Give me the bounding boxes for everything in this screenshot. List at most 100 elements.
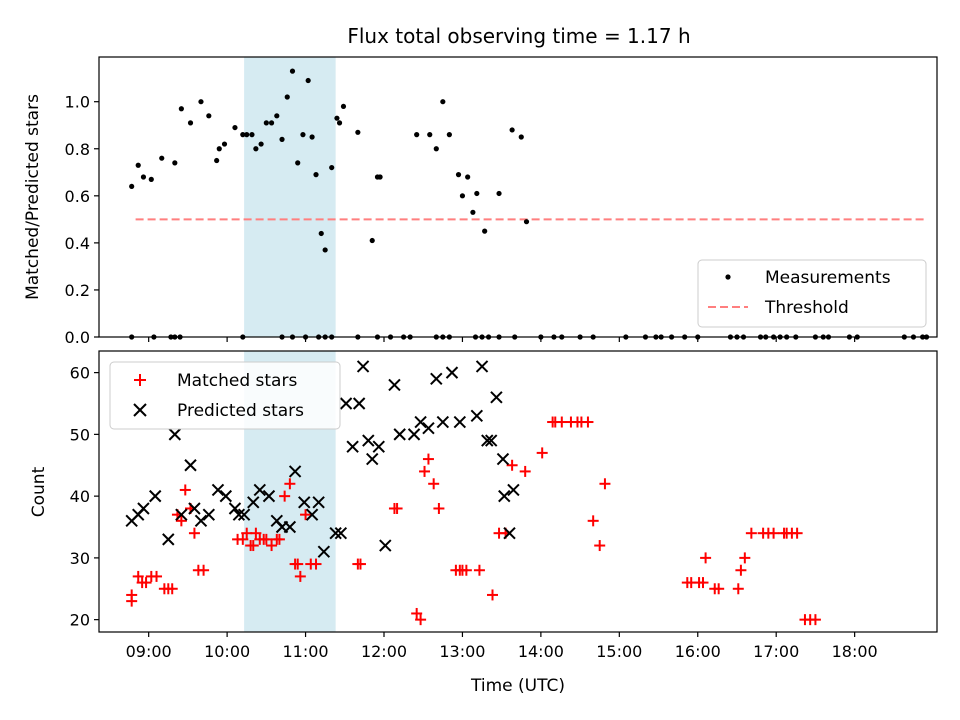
predicted-star-point <box>503 526 516 540</box>
matched-star-point <box>354 558 366 570</box>
matched-star-point <box>273 533 285 545</box>
measurement-point <box>377 174 383 180</box>
measurement-point <box>465 174 471 180</box>
y-tick-label: 0.2 <box>65 281 90 300</box>
measurement-point <box>140 174 147 180</box>
measurement-point <box>198 99 204 105</box>
matched-star-point <box>126 595 138 607</box>
measurement-point <box>455 172 462 178</box>
predicted-star-point <box>317 545 331 558</box>
matched-star-point <box>735 564 747 576</box>
matched-star-point <box>428 478 440 490</box>
measurement-point <box>459 193 466 199</box>
measurement-point <box>334 115 340 121</box>
top-legend: Measurements Threshold <box>697 259 927 328</box>
predicted-star-point <box>414 415 427 429</box>
matched-star-point <box>739 552 751 564</box>
chart-title: Flux total observing time = 1.17 h <box>347 24 690 48</box>
predicted-star-point <box>490 391 503 404</box>
measurement-point <box>523 219 530 225</box>
matched-star-point <box>294 570 306 582</box>
matched-star-point <box>473 564 485 576</box>
predicted-star-point <box>162 533 175 546</box>
measurement-point <box>289 68 296 74</box>
predicted-star-point <box>393 428 406 441</box>
predicted-star-point <box>422 421 435 435</box>
matched-star-point <box>713 583 725 595</box>
top-plot-frame <box>98 56 938 338</box>
x-tick-label: 10:00 <box>204 642 250 661</box>
matched-star-point <box>433 502 445 514</box>
predicted-star-point <box>298 496 311 509</box>
x-tick-label: 12:00 <box>361 642 407 661</box>
matched-star-point <box>310 558 322 570</box>
x-tick-label: 09:00 <box>126 642 172 661</box>
predicted-star-point <box>352 397 366 410</box>
x-axis-label: Time (UTC) <box>470 676 565 696</box>
legend-threshold-label: Threshold <box>764 298 849 318</box>
x-tick-label: 11:00 <box>283 642 329 661</box>
matched-star-point <box>791 527 803 539</box>
measurement-point <box>318 230 324 237</box>
predicted-star-point <box>366 452 379 466</box>
matched-star-point <box>300 509 312 521</box>
predicted-star-point <box>175 508 188 521</box>
bottom-panel: 20 30 40 50 60 09:00 10:00 11:00 12:00 13:00 14:0… <box>29 350 938 696</box>
measurement-point <box>268 120 275 126</box>
predicted-star-point <box>194 514 208 528</box>
predicted-star-point <box>247 496 260 509</box>
matched-star-point <box>250 527 262 539</box>
measurement-point <box>509 127 515 133</box>
measurement-point <box>414 132 420 138</box>
matched-star-point <box>415 614 427 626</box>
predicted-star-point <box>202 508 216 521</box>
predicted-star-point <box>484 434 498 447</box>
top-panel: 0.0 0.2 0.4 0.6 0.8 1.0 Matched/Predicted sta… <box>23 56 938 347</box>
x-tick-label: 17:00 <box>753 642 799 661</box>
x-tick-label: 15:00 <box>596 642 642 661</box>
matched-star-point <box>175 515 187 527</box>
measurement-point <box>300 132 306 138</box>
measurement-point <box>369 237 375 244</box>
measurement-point <box>433 146 439 152</box>
matched-star-point <box>166 583 178 595</box>
predicted-star-point <box>372 440 385 453</box>
measurement-point <box>249 132 255 138</box>
y-tick-label: 30 <box>70 549 90 568</box>
measurement-point <box>284 94 290 100</box>
predicted-star-points <box>125 360 520 558</box>
y-tick-label: 1.0 <box>65 93 90 112</box>
x-tick-label: 14:00 <box>518 642 564 661</box>
matched-star-point <box>536 447 548 459</box>
matched-star-point <box>582 416 594 428</box>
matched-star-point <box>237 533 249 545</box>
measurement-point <box>216 146 222 152</box>
matched-star-point <box>132 570 144 582</box>
matched-star-point <box>279 490 291 502</box>
measurement-point <box>446 132 452 138</box>
legend-measurements-marker <box>725 274 731 280</box>
measurement-point <box>159 155 165 161</box>
predicted-star-point <box>498 489 511 503</box>
predicted-star-point <box>219 489 233 503</box>
matched-star-point <box>284 478 296 490</box>
measurement-point <box>221 141 228 147</box>
measurement-point <box>518 134 524 140</box>
predicted-star-point <box>475 360 489 373</box>
y-tick-label: 0.4 <box>65 234 90 253</box>
measurement-point <box>313 172 319 178</box>
bottom-y-axis: 20 30 40 50 60 <box>70 364 99 630</box>
predicted-star-point <box>329 526 342 540</box>
predicted-star-point <box>188 502 201 515</box>
matched-star-point <box>422 453 434 465</box>
predicted-star-point <box>430 372 443 385</box>
measurement-point <box>135 162 141 168</box>
matched-star-point <box>179 484 191 496</box>
predicted-star-point <box>149 489 162 503</box>
bottom-x-axis: 09:00 10:00 11:00 12:00 13:00 14:00 15:00 16:00… <box>126 632 878 661</box>
predicted-star-point <box>339 397 353 410</box>
measurement-point <box>178 106 184 112</box>
measurement-point <box>336 120 343 126</box>
y-tick-label: 20 <box>70 611 90 630</box>
legend-predicted-marker <box>133 403 147 417</box>
